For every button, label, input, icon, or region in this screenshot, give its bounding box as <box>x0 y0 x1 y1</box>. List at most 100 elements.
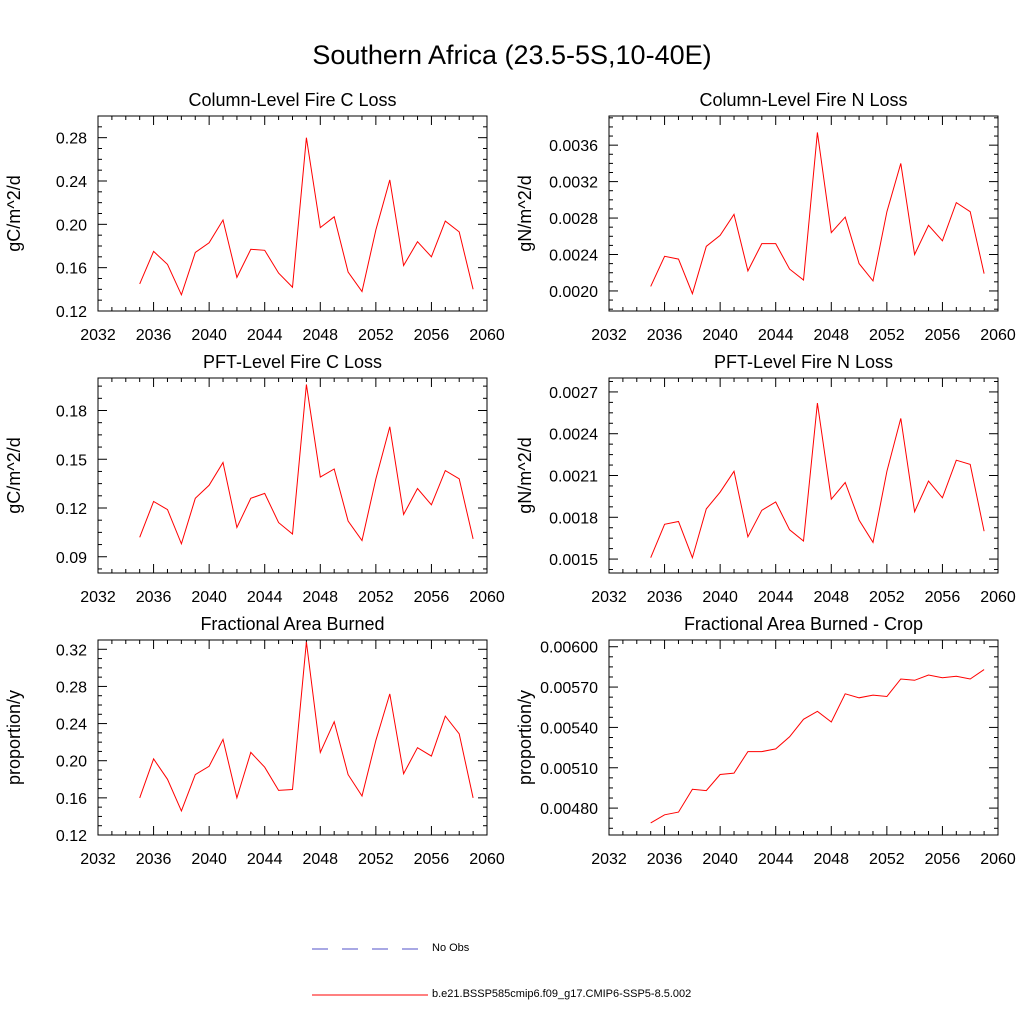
x-tick-label: 2040 <box>702 589 738 606</box>
y-tick-label: 0.00540 <box>540 720 598 737</box>
y-tick-label: 0.00480 <box>540 801 598 818</box>
y-tick-label: 0.0020 <box>549 284 598 301</box>
y-tick-label: 0.0027 <box>549 385 598 402</box>
series-line <box>139 137 474 297</box>
plot-frame <box>608 639 999 836</box>
y-tick-label: 0.00510 <box>540 761 598 778</box>
y-tick-label: 0.0024 <box>549 427 598 444</box>
y-axis-label: gN/m^2/d <box>515 437 535 513</box>
x-tick-label: 2036 <box>136 327 172 344</box>
panel-2: 2032 2036 2040 2044 2048 2052 2056 2060 0.0020 0.… <box>515 90 1016 344</box>
y-tick-label: 0.16 <box>56 261 87 278</box>
x-tick-label: 2040 <box>702 851 738 868</box>
y-tick-label: 0.00570 <box>540 680 598 697</box>
x-tick-label: 2032 <box>80 589 116 606</box>
y-axis-label: proportion/y <box>4 690 24 785</box>
y-tick-label: 0.18 <box>56 404 87 421</box>
x-tick-label: 2056 <box>414 851 450 868</box>
x-tick-label: 2032 <box>591 589 627 606</box>
x-tick-label: 2036 <box>647 327 683 344</box>
x-tick-label: 2048 <box>813 851 849 868</box>
x-tick-label: 2052 <box>358 589 394 606</box>
x-tick-label: 2056 <box>414 327 450 344</box>
y-tick-label: 0.0036 <box>549 138 598 155</box>
x-tick-label: 2044 <box>758 589 794 606</box>
x-tick-label: 2032 <box>591 327 627 344</box>
y-tick-label: 0.0018 <box>549 510 598 527</box>
x-tick-label: 2056 <box>925 589 961 606</box>
y-tick-label: 0.12 <box>56 304 87 321</box>
series-line <box>650 132 985 296</box>
x-tick-label: 2032 <box>80 327 116 344</box>
y-tick-label: 0.0024 <box>549 248 598 265</box>
y-tick-label: 0.12 <box>56 501 87 518</box>
x-tick-label: 2052 <box>358 327 394 344</box>
y-tick-label: 0.16 <box>56 791 87 808</box>
panel-title: PFT-Level Fire N Loss <box>714 352 893 372</box>
panel-3: 2032 2036 2040 2044 2048 2052 2056 2060 0.09 0.12… <box>4 352 505 606</box>
panel-title: Fractional Area Burned - Crop <box>684 614 923 634</box>
plot-frame <box>608 377 999 574</box>
x-tick-label: 2060 <box>469 327 505 344</box>
plot-frame <box>608 115 999 312</box>
x-tick-label: 2052 <box>358 851 394 868</box>
x-tick-label: 2048 <box>302 589 338 606</box>
main-title: Southern Africa (23.5-5S,10-40E) <box>312 40 712 70</box>
panel-title: Fractional Area Burned <box>200 614 384 634</box>
x-tick-label: 2052 <box>869 327 905 344</box>
series-line <box>139 641 474 813</box>
x-tick-label: 2036 <box>136 589 172 606</box>
x-tick-label: 2056 <box>925 851 961 868</box>
panel-4: 2032 2036 2040 2044 2048 2052 2056 2060 0.0015 0.… <box>515 352 1016 606</box>
x-tick-label: 2052 <box>869 851 905 868</box>
panel-title: PFT-Level Fire C Loss <box>203 352 382 372</box>
x-tick-label: 2040 <box>191 851 227 868</box>
x-tick-label: 2036 <box>136 851 172 868</box>
x-tick-label: 2048 <box>813 589 849 606</box>
panel-6: 2032 2036 2040 2044 2048 2052 2056 2060 0.00480 0… <box>515 614 1016 868</box>
x-tick-label: 2056 <box>925 327 961 344</box>
y-axis-label: gC/m^2/d <box>4 175 24 251</box>
x-tick-label: 2056 <box>414 589 450 606</box>
x-tick-label: 2044 <box>247 327 283 344</box>
x-tick-label: 2036 <box>647 851 683 868</box>
x-tick-label: 2060 <box>469 851 505 868</box>
y-tick-label: 0.20 <box>56 217 87 234</box>
series-line <box>650 403 985 560</box>
x-tick-label: 2048 <box>813 327 849 344</box>
y-tick-label: 0.24 <box>56 717 87 734</box>
x-tick-label: 2060 <box>980 589 1016 606</box>
y-axis-label: gC/m^2/d <box>4 437 24 513</box>
y-tick-label: 0.0015 <box>549 552 598 569</box>
x-tick-label: 2044 <box>758 327 794 344</box>
y-tick-label: 0.12 <box>56 828 87 845</box>
plot-frame <box>97 115 488 312</box>
x-tick-label: 2048 <box>302 851 338 868</box>
x-tick-label: 2040 <box>702 327 738 344</box>
x-tick-label: 2060 <box>469 589 505 606</box>
y-tick-label: 0.00600 <box>540 640 598 657</box>
y-tick-label: 0.0032 <box>549 175 598 192</box>
plot-frame <box>97 639 488 836</box>
y-tick-label: 0.0028 <box>549 211 598 228</box>
series-line <box>139 384 474 546</box>
legend-label-no-obs: No Obs <box>432 942 470 954</box>
y-tick-label: 0.15 <box>56 452 87 469</box>
legend-label-model: b.e21.BSSP585cmip6.f09_g17.CMIP6-SSP5-8.… <box>432 988 692 1000</box>
y-tick-label: 0.09 <box>56 550 87 567</box>
panel-1: 2032 2036 2040 2044 2048 2052 2056 2060 0.12 0.16… <box>4 90 505 344</box>
x-tick-label: 2040 <box>191 589 227 606</box>
y-tick-label: 0.28 <box>56 679 87 696</box>
y-tick-label: 0.24 <box>56 174 87 191</box>
x-tick-label: 2060 <box>980 851 1016 868</box>
y-axis-label: gN/m^2/d <box>515 175 535 251</box>
x-tick-label: 2044 <box>247 851 283 868</box>
panel-title: Column-Level Fire N Loss <box>699 90 907 110</box>
x-tick-label: 2032 <box>591 851 627 868</box>
y-tick-label: 0.28 <box>56 131 87 148</box>
series-line <box>650 669 985 824</box>
y-tick-label: 0.0021 <box>549 469 598 486</box>
x-tick-label: 2036 <box>647 589 683 606</box>
x-tick-label: 2060 <box>980 327 1016 344</box>
